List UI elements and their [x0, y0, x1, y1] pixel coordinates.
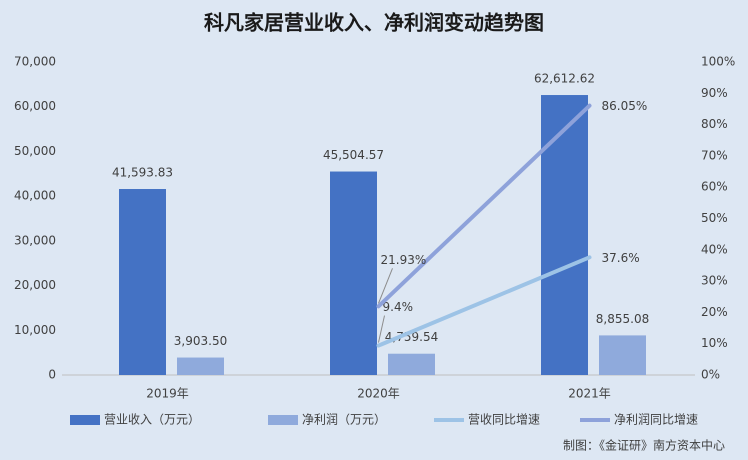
leader-line: [378, 315, 385, 343]
bar: [330, 171, 377, 375]
x-tick-label: 2020年: [357, 387, 400, 401]
bar: [388, 353, 435, 375]
line: [376, 103, 592, 309]
bar: [541, 95, 588, 376]
value-label: 62,612.62: [534, 72, 595, 86]
leader-line: [378, 268, 393, 304]
value-label: 37.6%: [602, 251, 640, 265]
legend-label: 营业收入（万元）: [104, 413, 200, 427]
bar: [177, 357, 224, 375]
value-label: 4,759.54: [385, 330, 438, 344]
y2-tick-label: 90%: [701, 86, 728, 100]
value-label: 45,504.57: [323, 148, 384, 162]
y-tick-label: 10,000: [14, 323, 56, 337]
legend-label: 净利润（万元）: [302, 413, 386, 427]
y2-tick-label: 70%: [701, 148, 728, 162]
y2-tick-label: 100%: [701, 55, 735, 69]
y-tick-label: 0: [48, 368, 56, 382]
value-label: 3,903.50: [174, 334, 227, 348]
y2-tick-label: 0%: [701, 368, 720, 382]
line: [376, 255, 592, 348]
bar: [119, 189, 166, 375]
y2-tick-label: 50%: [701, 211, 728, 225]
legend-swatch: [268, 415, 298, 425]
source-note: 制图：《金证研》南方资本中心: [563, 438, 725, 453]
y2-tick-label: 40%: [701, 242, 728, 256]
legend-swatch: [70, 415, 100, 425]
y-tick-label: 60,000: [14, 99, 56, 113]
legend-label: 净利润同比增速: [614, 413, 698, 427]
x-tick-label: 2021年: [568, 387, 611, 401]
value-label: 41,593.83: [112, 166, 173, 180]
value-label: 8,855.08: [596, 312, 649, 326]
bar: [599, 335, 646, 375]
value-label: 9.4%: [383, 300, 414, 314]
value-label: 86.05%: [602, 99, 648, 113]
y-tick-label: 50,000: [14, 144, 56, 158]
y2-tick-label: 80%: [701, 117, 728, 131]
y2-tick-label: 60%: [701, 180, 728, 194]
y2-tick-label: 10%: [701, 336, 728, 350]
y2-tick-label: 30%: [701, 274, 728, 288]
y-tick-label: 70,000: [14, 55, 56, 69]
chart-title: 科凡家居营业收入、净利润变动趋势图: [204, 11, 544, 35]
value-label: 21.93%: [381, 253, 427, 267]
y-tick-label: 20,000: [14, 278, 56, 292]
y-tick-label: 40,000: [14, 189, 56, 203]
legend-label: 营收同比增速: [468, 413, 540, 427]
y-tick-label: 30,000: [14, 233, 56, 247]
y2-tick-label: 20%: [701, 305, 728, 319]
x-tick-label: 2019年: [146, 387, 189, 401]
